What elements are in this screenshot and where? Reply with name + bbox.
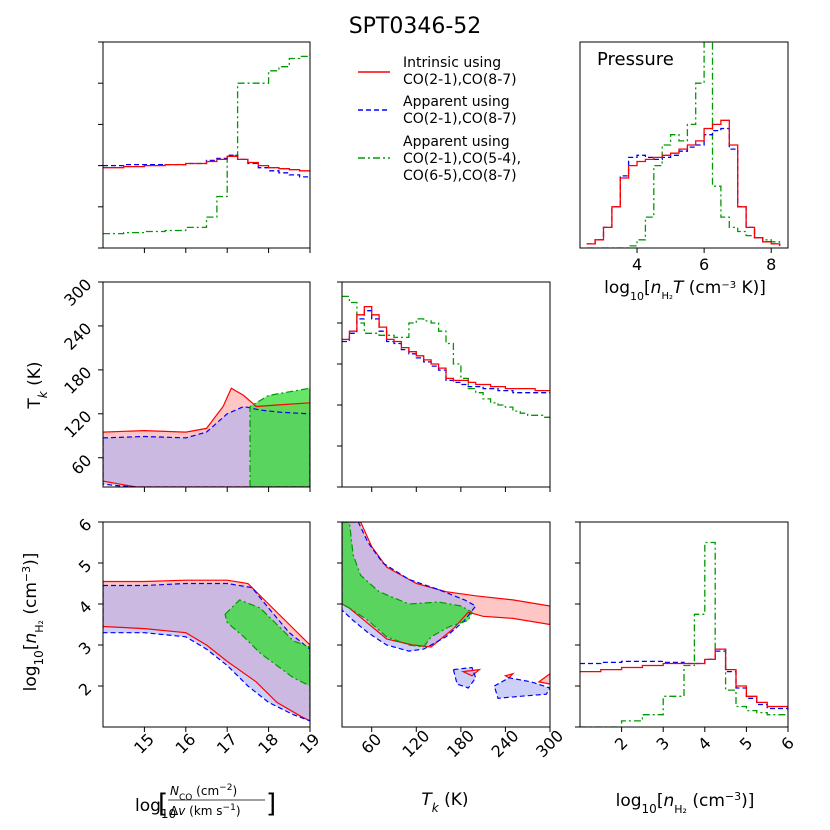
contour-tk-nh2-xticklabel-4: 300 — [532, 726, 567, 761]
hist-tk-series — [342, 295, 550, 418]
contour-nco-nh2-yticklabel-1: 3 — [75, 638, 96, 659]
contour-nco-nh2-xticklabel-2: 17 — [213, 730, 241, 758]
hist-nh2-apparent4-line — [580, 541, 788, 727]
contour-nco-tk-yticklabel-0: 60 — [68, 451, 96, 479]
ylabel-nh2: log10[nH₂ (cm−3)] — [20, 553, 47, 692]
xlabel-nco: log10 NCO (cm−2) Δv (km s−1) [ ] — [135, 783, 276, 821]
hist-pressure-xticklabel-0: 4 — [632, 255, 642, 274]
ylabel-tk: Tk (K) — [25, 361, 50, 409]
contour-tk-nh2-xticklabel-3: 240 — [488, 726, 523, 761]
pressure-annotation: Pressure — [597, 49, 674, 70]
contour-tk-nh2-apparent2-contour-1 — [452, 666, 477, 689]
xlabel-nco-rbracket: ] — [266, 789, 276, 819]
hist-nh2-xticklabel-0: 2 — [611, 733, 632, 754]
contour-tk-nh2-xticklabel-1: 120 — [398, 726, 433, 761]
hist-pressure-apparent4-line — [586, 42, 781, 248]
legend-label-intrinsic-2: CO(2-1),CO(8-7) — [403, 72, 517, 88]
contour-tk-nh2-apparent4-region-0 — [342, 522, 472, 647]
legend-label-apparent4-1: Apparent using — [403, 134, 510, 150]
hist-tk-apparent4-line — [342, 295, 550, 418]
contour-nco-nh2-apparent4-contour-0 — [224, 599, 310, 687]
hist-nh2-series — [580, 541, 788, 727]
xlabel-nco-denominator: Δv (km s−1) — [170, 803, 241, 818]
legend-label-apparent4-2: CO(2-1),CO(5-4), — [403, 151, 521, 167]
xlabel-nh2: log10[nH₂ (cm−3)] — [616, 790, 755, 817]
xlabel-tk: Tk (K) — [421, 790, 468, 815]
panel-contour-nco-tk-frame — [102, 281, 311, 488]
contour-nco-nh2-yticklabel-0: 2 — [75, 679, 96, 700]
contour-nco-tk-yticklabel-3: 240 — [60, 319, 95, 354]
contour-tk-nh2-apparent2-region-2 — [494, 677, 550, 699]
hist-tk-apparent2-line — [342, 310, 550, 394]
panel-contour-tk-nh2-frame — [341, 521, 551, 728]
legend-label-apparent2-2: CO(2-1),CO(8-7) — [403, 111, 517, 127]
contour-nco-tk-yticklabel-1: 120 — [60, 407, 95, 442]
contour-tk-nh2-apparent2-region-1 — [453, 667, 476, 688]
hist-pressure-apparent2-line — [586, 127, 781, 246]
hist-pressure-intrinsic-line — [586, 119, 781, 246]
contour-nco-nh2-xticklabel-0: 15 — [130, 730, 158, 758]
hist-nh2-xticklabel-3: 5 — [736, 733, 757, 754]
contour-nco-tk-apparent2-contour-0 — [103, 405, 310, 487]
hist-nh2-xticklabel-4: 6 — [777, 733, 798, 754]
hist-nh2-xticklabel-1: 3 — [653, 733, 674, 754]
contour-nco-tk-apparent4-contour-0 — [249, 387, 310, 487]
contour-tk-nh2-apparent2-contour-2 — [493, 677, 550, 699]
contour-nco-nh2-xticklabel-3: 18 — [254, 730, 282, 758]
hist-pressure-xticklabel-2: 8 — [766, 255, 776, 274]
legend-label-intrinsic-1: Intrinsic using — [403, 55, 501, 71]
figure-title: SPT0346-52 — [349, 14, 482, 39]
hist-nco-apparent4-line — [103, 50, 310, 235]
contour-tk-nh2-apparent2-contour-0 — [342, 522, 477, 652]
panel-hist-nh2-frame — [579, 521, 789, 728]
contour-tk-nh2-intrinsic-contour-2 — [503, 672, 515, 679]
panel-hist-nco-frame — [102, 41, 311, 249]
contour-tk-nh2-intrinsic-contour-1 — [460, 668, 482, 677]
hist-nco-series — [103, 50, 310, 235]
contour-nco-tk-series — [103, 387, 310, 487]
contour-nco-nh2-intrinsic-contour-0 — [103, 579, 310, 722]
hist-nh2-intrinsic-line — [580, 648, 788, 709]
contour-tk-nh2-xticklabel-2: 180 — [443, 726, 478, 761]
contour-nco-nh2-yticklabel-2: 4 — [75, 597, 96, 618]
contour-nco-nh2-apparent4-region-0 — [225, 599, 310, 686]
contour-tk-nh2-apparent4-contour-0 — [342, 522, 473, 648]
legend-label-apparent4-3: CO(6-5),CO(8-7) — [403, 168, 517, 184]
contour-tk-nh2-xticklabel-0: 60 — [357, 730, 385, 758]
contour-tk-nh2-intrinsic-contour-0 — [342, 522, 550, 648]
hist-nh2-xticklabel-2: 4 — [694, 733, 715, 754]
contour-nco-tk-intrinsic-contour-0 — [103, 387, 310, 487]
contour-nco-tk-yticklabel-4: 300 — [60, 275, 95, 310]
contour-nco-nh2-yticklabel-3: 5 — [75, 556, 96, 577]
panel-contour-nco-nh2-frame — [102, 521, 311, 728]
contour-tk-nh2-series — [342, 522, 550, 699]
xlabel-nco-lbracket: [ — [158, 789, 168, 819]
contour-nco-nh2-series — [103, 579, 310, 722]
panel-hist-pressure-frame — [579, 41, 789, 249]
hist-tk-intrinsic-line — [342, 305, 550, 392]
contour-nco-nh2-xticklabel-1: 16 — [172, 730, 200, 758]
hist-pressure-xticklabel-1: 6 — [699, 255, 709, 274]
legend-label-apparent2-1: Apparent using — [403, 94, 510, 110]
legend: Intrinsic using CO(2-1),CO(8-7) Apparent… — [358, 55, 521, 184]
panel-hist-tk-frame — [341, 281, 551, 488]
contour-nco-nh2-xticklabel-4: 19 — [296, 730, 324, 758]
hist-nco-intrinsic-line — [103, 155, 310, 172]
contour-nco-nh2-apparent2-contour-0 — [103, 582, 310, 722]
xlabel-pressure: log10[nH₂T (cm−3 K)] — [604, 278, 766, 303]
hist-pressure-series — [586, 42, 781, 248]
contour-nco-nh2-yticklabel-4: 6 — [75, 515, 96, 536]
contour-nco-tk-yticklabel-2: 180 — [60, 363, 95, 398]
contour-tk-nh2-intrinsic-contour-3 — [537, 672, 550, 685]
